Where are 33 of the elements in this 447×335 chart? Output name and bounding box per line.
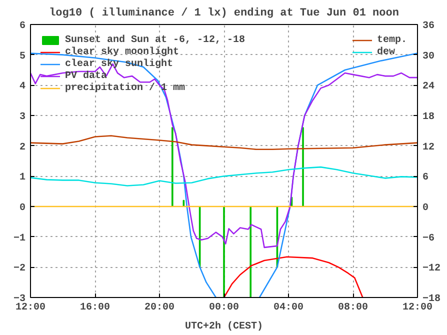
y2-tick-label: 0: [422, 203, 429, 214]
y2-tick-label: 30: [422, 51, 435, 62]
y2-tick-label: 18: [422, 112, 435, 123]
line-series: [30, 166, 418, 186]
legend-label: PV data: [65, 70, 108, 82]
legend-label: Sunset and Sun at -6, -12, -18: [65, 34, 246, 46]
y2-tick-label: −12: [422, 264, 441, 275]
y2-tick-label: 6: [422, 172, 429, 184]
x-tick-label: 08:00: [338, 302, 368, 314]
x-tick-label: 12:00: [402, 302, 433, 314]
y2-tick-label: 24: [422, 82, 435, 93]
legend-label: clear sky moonlight: [65, 46, 180, 58]
y-tick-label: 6: [20, 21, 26, 32]
y2-tick-label: 36: [422, 21, 435, 32]
x-axis-title: UTC+2h (CEST): [184, 320, 264, 332]
legend-label: temp.: [376, 34, 407, 46]
y2-tick-label: 12: [422, 142, 435, 154]
chart-title: log10 ( illuminance / 1 lx) ending at Tue Jun 01 noon: [49, 8, 399, 20]
x-tick-label: 04:00: [274, 302, 304, 314]
y-tick-label: 2: [20, 142, 26, 154]
y-tick-label: −2: [14, 264, 26, 275]
y-tick-label: 0: [20, 203, 26, 214]
y2-tick-label: −6: [422, 233, 435, 244]
x-tick-label: 00:00: [209, 302, 240, 314]
legend-label: dew: [376, 46, 396, 58]
x-tick-label: 16:00: [80, 302, 110, 314]
y-tick-label: 4: [20, 82, 26, 93]
y-tick-label: 3: [20, 112, 26, 123]
y-tick-label: 5: [20, 51, 26, 62]
x-tick-label: 12:00: [16, 302, 46, 314]
y-tick-label: 1: [20, 172, 26, 184]
y-tick-label: −1: [14, 233, 26, 244]
x-tick-label: 20:00: [144, 302, 175, 314]
